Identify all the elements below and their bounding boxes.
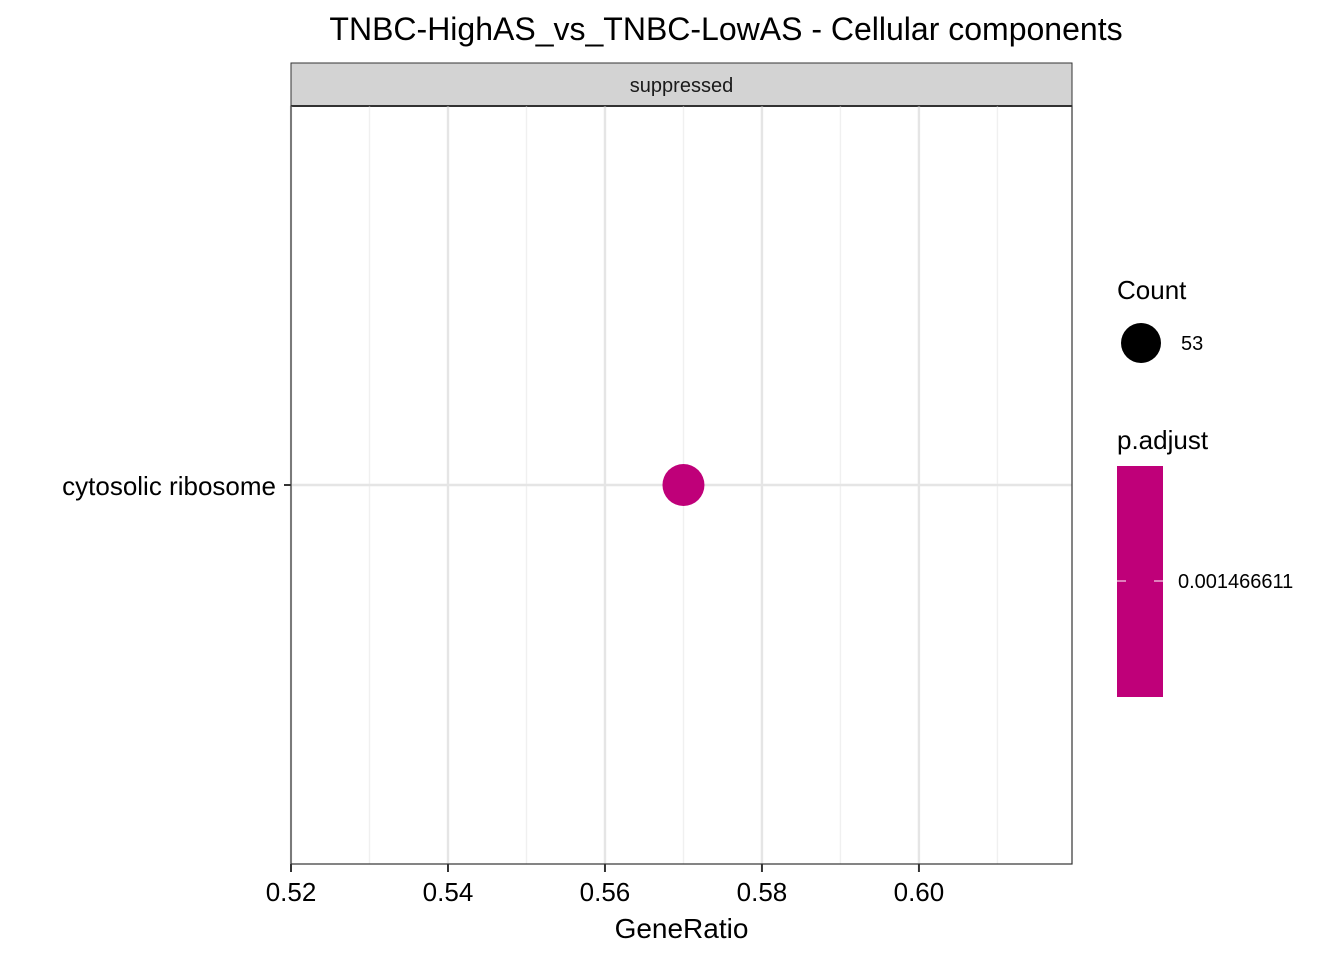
x-tick-label-4: 0.60	[894, 877, 945, 907]
chart-title: TNBC-HighAS_vs_TNBC-LowAS - Cellular com…	[329, 11, 1122, 47]
legend-padjust-label: 0.001466611	[1178, 571, 1293, 593]
x-tick-label-0: 0.52	[266, 877, 317, 907]
legend: Count 53 p.adjust 0.001466611	[1117, 275, 1293, 697]
legend-count-key	[1121, 323, 1161, 363]
legend-count-label: 53	[1181, 333, 1203, 355]
x-tick-label-1: 0.54	[423, 877, 474, 907]
legend-count-title: Count	[1117, 275, 1187, 305]
x-axis: 0.52 0.54 0.56 0.58 0.60	[266, 864, 945, 907]
y-tick-label-0: cytosolic ribosome	[62, 471, 276, 501]
data-point-0	[662, 464, 705, 506]
facet-strip	[290, 62, 1073, 107]
facet-strip-label: suppressed	[630, 75, 733, 97]
legend-padjust-title: p.adjust	[1117, 425, 1209, 455]
x-tick-label-3: 0.58	[737, 877, 788, 907]
data-points	[662, 464, 705, 506]
x-axis-label: GeneRatio	[615, 913, 749, 944]
panel-border	[290, 105, 1073, 865]
y-axis: cytosolic ribosome	[62, 471, 291, 501]
x-tick-label-2: 0.56	[580, 877, 631, 907]
